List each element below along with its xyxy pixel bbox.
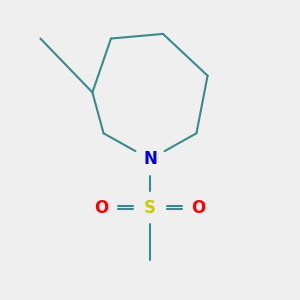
Text: O: O <box>94 199 109 217</box>
Text: S: S <box>144 199 156 217</box>
Text: N: N <box>143 150 157 168</box>
Text: O: O <box>191 199 206 217</box>
